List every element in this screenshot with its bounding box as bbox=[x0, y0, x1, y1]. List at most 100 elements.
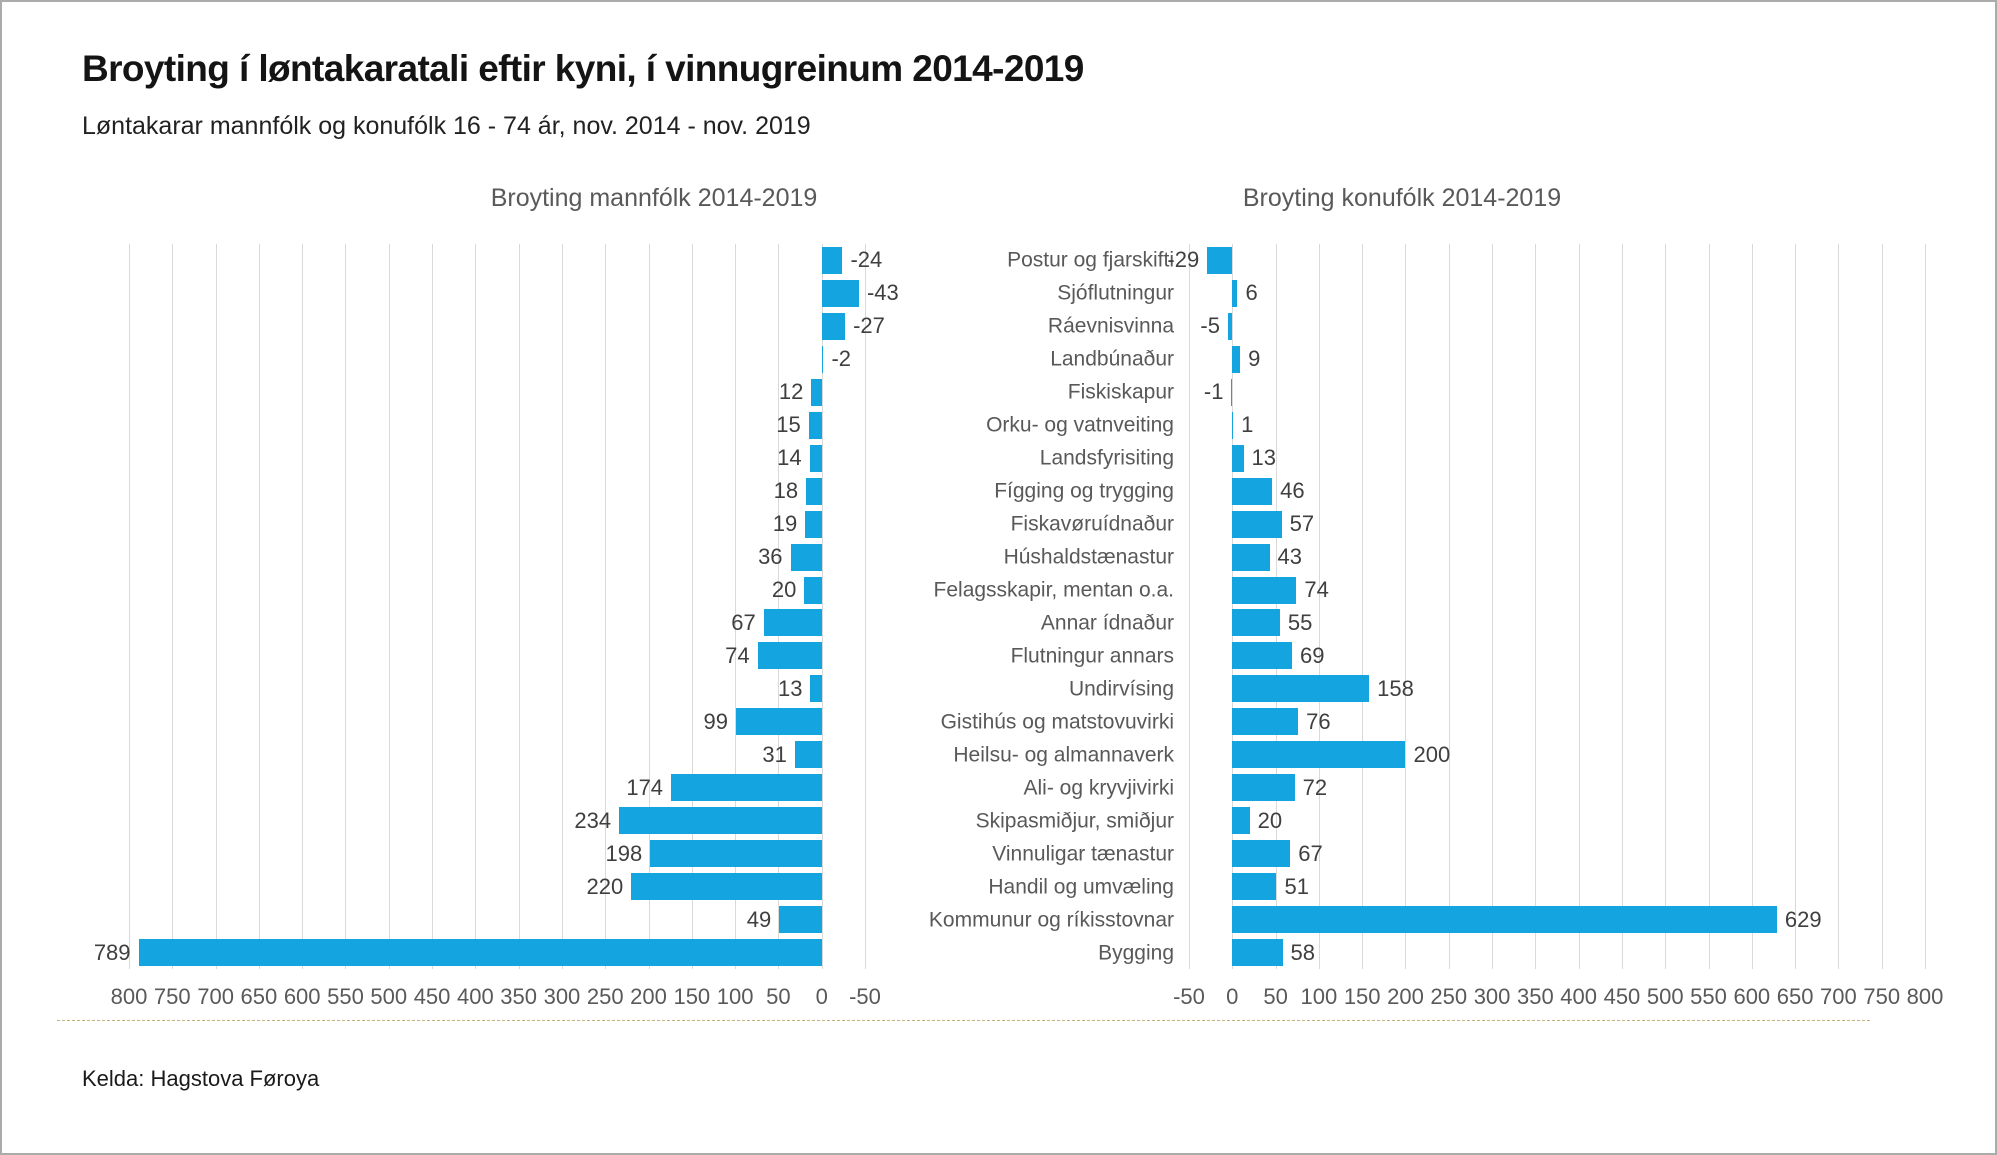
category-label: Handil og umvæling bbox=[988, 875, 1174, 899]
value-label: 43 bbox=[1277, 544, 1302, 570]
axis-tick-label: 400 bbox=[456, 984, 494, 1009]
axis-tick-label: 300 bbox=[543, 984, 581, 1009]
bar-konufólk-10 bbox=[1232, 576, 1297, 604]
bar-mannfólk-7 bbox=[806, 477, 822, 505]
axis-tick-label: 0 bbox=[1226, 984, 1239, 1009]
axis-tick-label: 50 bbox=[766, 984, 791, 1009]
axis-tick-label: 250 bbox=[586, 984, 624, 1009]
gridline bbox=[432, 244, 434, 969]
bar-mannfólk-19 bbox=[631, 873, 822, 901]
gridline bbox=[1621, 244, 1623, 969]
bar-mannfólk-12 bbox=[757, 642, 822, 670]
value-label: 12 bbox=[778, 379, 804, 405]
bar-konufólk-14 bbox=[1232, 708, 1299, 736]
gridline bbox=[821, 244, 823, 969]
gridline bbox=[561, 244, 563, 969]
axis-tick-label: 450 bbox=[1603, 984, 1641, 1009]
gridline bbox=[1232, 244, 1234, 969]
gridline bbox=[1275, 244, 1277, 969]
axis-tick-label: 650 bbox=[240, 984, 278, 1009]
gridline bbox=[1405, 244, 1407, 969]
category-label: Postur og fjarskifti bbox=[1007, 248, 1174, 272]
axis-tick-label: -50 bbox=[1173, 984, 1205, 1009]
axis-tick-label: 50 bbox=[1263, 984, 1288, 1009]
bar-mannfólk-16 bbox=[671, 774, 822, 802]
value-label: -2 bbox=[831, 346, 851, 372]
axis-tick-label: 500 bbox=[370, 984, 408, 1009]
category-label: Fiskiskapur bbox=[1067, 380, 1174, 404]
bar-konufólk-2 bbox=[1227, 312, 1233, 340]
mannfolk-plot-area: -24 -43 -27 -2 12 15 14 18 19 36 20 67 74 13 99 31 174 23… bbox=[94, 244, 899, 969]
gridline bbox=[605, 244, 607, 969]
value-label: 6 bbox=[1245, 280, 1258, 306]
axis-tick-label: 0 bbox=[815, 984, 828, 1009]
category-label: Landbúnaður bbox=[1050, 347, 1174, 371]
value-label: 46 bbox=[1280, 478, 1305, 504]
gridline bbox=[1189, 244, 1190, 969]
gridline bbox=[1838, 244, 1840, 969]
axis-tick-label: 700 bbox=[197, 984, 234, 1009]
gridline bbox=[1795, 244, 1797, 969]
gridline bbox=[1448, 244, 1450, 969]
bar-konufólk-11 bbox=[1232, 609, 1280, 637]
axis-tick-label: 600 bbox=[283, 984, 321, 1009]
value-label: 14 bbox=[777, 445, 802, 471]
category-label: Annar ídnaður bbox=[1040, 611, 1174, 635]
axis-tick-label: 300 bbox=[1473, 984, 1511, 1009]
value-label: 67 bbox=[1298, 840, 1323, 866]
gridline bbox=[1708, 244, 1710, 969]
value-label: 158 bbox=[1377, 675, 1414, 701]
value-label: 220 bbox=[586, 873, 624, 899]
bar-mannfólk-13 bbox=[810, 675, 822, 703]
bar-konufólk-20 bbox=[1232, 906, 1777, 934]
axis-tick-label: 800 bbox=[1906, 984, 1944, 1009]
gridline bbox=[865, 244, 866, 969]
category-label: Sjóflutningur bbox=[1057, 281, 1174, 305]
bar-konufólk-21 bbox=[1232, 939, 1283, 967]
gridline bbox=[691, 244, 693, 969]
gridline bbox=[735, 244, 737, 969]
value-label: 99 bbox=[703, 708, 728, 734]
axis-tick-label: 400 bbox=[1560, 984, 1597, 1009]
category-label: Ali- og kryvjivirki bbox=[1023, 776, 1174, 800]
bar-mannfólk-6 bbox=[809, 444, 822, 472]
value-label: 36 bbox=[758, 544, 783, 570]
value-label: -27 bbox=[853, 313, 885, 339]
bar-konufólk-17 bbox=[1232, 807, 1250, 835]
axis-tick-label: 550 bbox=[327, 984, 364, 1009]
bar-konufólk-5 bbox=[1232, 411, 1234, 439]
bar-mannfólk-3 bbox=[821, 345, 824, 373]
value-label: 49 bbox=[746, 906, 772, 932]
axis-tick-label: 600 bbox=[1733, 984, 1771, 1009]
value-label: 67 bbox=[731, 609, 756, 635]
gridline bbox=[302, 244, 304, 969]
bar-konufólk-13 bbox=[1232, 675, 1370, 703]
gridline bbox=[1535, 244, 1537, 969]
bar-konufólk-19 bbox=[1232, 873, 1277, 901]
axis-tick-label: 500 bbox=[1646, 984, 1684, 1009]
gridline bbox=[475, 244, 477, 969]
value-label: -29 bbox=[1167, 247, 1200, 273]
bar-konufólk-16 bbox=[1232, 774, 1295, 802]
bar-mannfólk-5 bbox=[808, 411, 822, 439]
value-label: 200 bbox=[1413, 741, 1451, 767]
bar-mannfólk-11 bbox=[763, 609, 822, 637]
axis-tick-label: 350 bbox=[1516, 984, 1554, 1009]
value-label: 1 bbox=[1241, 412, 1254, 438]
category-label: Landsfyrisiting bbox=[1039, 446, 1174, 470]
bar-mannfólk-8 bbox=[805, 510, 822, 538]
category-label: Orku- og vatnveiting bbox=[986, 413, 1174, 437]
value-label: -24 bbox=[850, 247, 883, 273]
category-label: Flutningur annars bbox=[1010, 644, 1174, 668]
bar-konufólk-3 bbox=[1232, 345, 1241, 373]
source-note: Kelda: Hagstova Føroya bbox=[82, 1066, 320, 1091]
mannfolk-x-axis: 800 750 700 650 600 550 500 450 400 350 300 250 200 1… bbox=[111, 984, 881, 1014]
value-label: 31 bbox=[762, 741, 787, 767]
axis-tick-label: 150 bbox=[673, 984, 711, 1009]
value-label: 74 bbox=[1304, 577, 1329, 603]
value-label: 18 bbox=[773, 478, 799, 504]
value-label: 74 bbox=[725, 642, 750, 668]
bar-konufólk-15 bbox=[1232, 741, 1406, 769]
bar-konufólk-4 bbox=[1231, 378, 1233, 406]
konufolk-plot-area: -29 6 -5 9 -1 1 13 46 57 43 74 55 69 158 76 200 72 20 67 51… bbox=[1167, 244, 1926, 969]
